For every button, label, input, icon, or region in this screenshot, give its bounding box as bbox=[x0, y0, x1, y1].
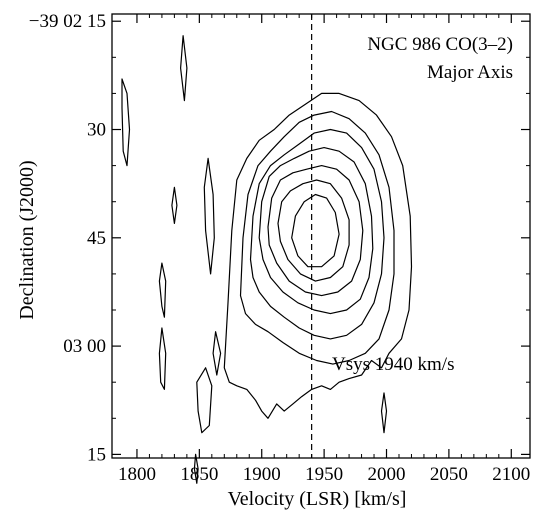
noise-10 bbox=[380, 392, 388, 434]
noise-8 bbox=[212, 331, 222, 376]
plot-frame bbox=[111, 13, 531, 459]
vsys-label: Vsys 1940 km/s bbox=[332, 354, 454, 375]
noise-4 bbox=[203, 157, 215, 275]
y-tick-label-3: 03 00 bbox=[63, 336, 106, 357]
x-tick-label-2: 1900 bbox=[243, 464, 281, 485]
noise-6 bbox=[158, 327, 167, 390]
contour-level-4 bbox=[258, 147, 374, 315]
contour-level-3 bbox=[249, 128, 385, 340]
y-tick-label-0: −39 02 15 bbox=[29, 11, 106, 32]
contour-level-2 bbox=[239, 110, 395, 365]
y-tick-label-2: 45 bbox=[87, 228, 106, 249]
x-tick-label-5: 2050 bbox=[430, 464, 468, 485]
noise-9 bbox=[193, 453, 199, 484]
contour-level-5 bbox=[267, 165, 364, 297]
y-axis-label: Declination (J2000) bbox=[16, 160, 38, 319]
contour-level-6 bbox=[277, 179, 350, 282]
noise-5 bbox=[158, 262, 167, 318]
noise-3 bbox=[171, 186, 178, 224]
noise-2 bbox=[180, 35, 188, 102]
noise-7 bbox=[196, 367, 213, 434]
x-tick-label-1: 1850 bbox=[180, 464, 218, 485]
noise-1 bbox=[121, 78, 131, 167]
title-line-2: Major Axis bbox=[427, 62, 513, 83]
x-tick-label-3: 1950 bbox=[305, 464, 343, 485]
x-tick-label-6: 2100 bbox=[492, 464, 530, 485]
x-tick-label-0: 1800 bbox=[118, 464, 156, 485]
x-axis-label: Velocity (LSR) [km/s] bbox=[228, 488, 407, 510]
contour-level-1 bbox=[223, 92, 413, 419]
y-tick-label-4: 15 bbox=[87, 444, 106, 465]
title-line-1: NGC 986 CO(3–2) bbox=[367, 34, 513, 55]
x-tick-label-4: 2000 bbox=[368, 464, 406, 485]
contour-level-7 bbox=[291, 193, 340, 268]
y-tick-label-1: 30 bbox=[87, 120, 106, 141]
